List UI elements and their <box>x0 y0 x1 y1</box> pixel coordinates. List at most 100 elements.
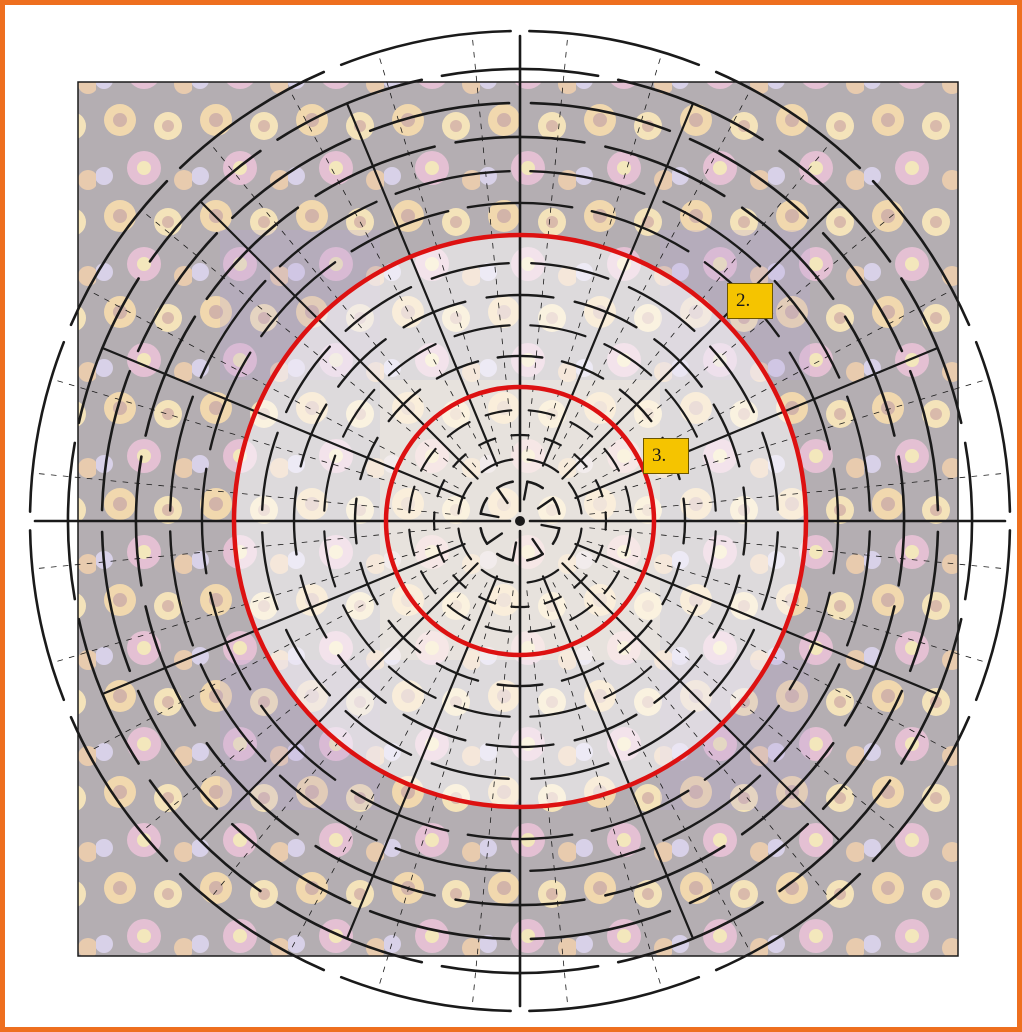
template-spoke <box>561 562 841 842</box>
template-ring-arc <box>446 604 471 621</box>
template-guide-line <box>377 587 501 991</box>
template-guide-line <box>586 540 990 664</box>
template-ring-arc <box>528 29 701 67</box>
template-ring-arc <box>199 663 267 763</box>
template-ring-arc <box>603 447 620 472</box>
template-guide-line <box>208 141 477 468</box>
template-ring-arc <box>714 70 862 170</box>
template-guide-line <box>87 289 459 489</box>
template-guide-line <box>573 209 900 478</box>
template-ring-arc <box>709 345 755 414</box>
template-ring-arc <box>69 179 169 327</box>
hub-mark <box>536 497 555 510</box>
highlight-ring-inner <box>383 384 657 658</box>
template-ring-arc <box>529 101 672 133</box>
template-ring-arc <box>603 570 620 595</box>
template-spoke <box>574 346 939 500</box>
template-guide-line <box>526 590 569 1009</box>
template-spoke <box>345 575 499 940</box>
template-ring-arc <box>624 528 632 557</box>
template-ring-arc <box>136 689 219 810</box>
template-ring-arc <box>603 665 653 699</box>
template-spoke <box>541 102 695 467</box>
template-ring-arc <box>342 388 376 438</box>
template-spoke <box>561 200 841 480</box>
template-guide-line <box>87 553 459 753</box>
template-ring-arc <box>178 70 326 170</box>
template-ring-arc <box>569 421 594 438</box>
template-ring-arc <box>908 369 940 512</box>
template-ring-arc <box>69 715 169 863</box>
template-guide-line <box>589 527 1008 570</box>
template-ring-arc <box>709 628 755 697</box>
template-spoke <box>574 542 939 696</box>
template-guide-line <box>50 540 454 664</box>
template-ring-arc <box>278 774 378 842</box>
template-ring-arc <box>688 137 809 220</box>
template-ring-arc <box>344 710 413 756</box>
template-ring-arc <box>453 324 511 338</box>
template-ring-arc <box>387 665 437 699</box>
template-ring-arc <box>339 29 512 67</box>
template-ring-arc <box>339 975 512 1013</box>
circular-template-lines <box>28 29 1012 1013</box>
template-ring-arc <box>285 345 331 414</box>
template-ring-arc <box>664 604 698 654</box>
template-ring-arc <box>387 343 437 377</box>
template-ring-arc <box>846 530 871 647</box>
template-ring-arc <box>627 710 696 756</box>
template-guide-line <box>32 527 451 570</box>
template-ring-arc <box>408 528 416 557</box>
template-ring-arc <box>484 409 513 417</box>
template-ring-arc <box>761 531 779 611</box>
template-ring-arc <box>394 847 511 872</box>
template-spoke <box>199 562 479 842</box>
template-ring-arc <box>169 395 194 512</box>
template-guide-line <box>471 590 514 1009</box>
template-ring-arc <box>344 286 413 332</box>
template-guide-line <box>377 51 501 455</box>
template-ring-arc <box>28 340 66 513</box>
highlight-rings <box>231 232 809 810</box>
template-ring-arc <box>261 431 279 511</box>
template-ring-arc <box>530 762 610 780</box>
template-ring-arc <box>261 531 279 611</box>
template-ring-arc <box>569 604 594 621</box>
template-spoke <box>199 200 479 480</box>
template-ring-arc <box>368 909 511 941</box>
template-spoke <box>541 575 695 940</box>
template-ring-arc <box>871 715 971 863</box>
template-ring-arc <box>821 232 904 353</box>
template-ring-arc <box>527 625 556 633</box>
template-ring-arc <box>530 262 610 280</box>
hub-mark <box>479 512 500 519</box>
template-ring-arc <box>342 604 376 654</box>
template-ring-arc <box>529 847 646 872</box>
template-ring-arc <box>761 431 779 511</box>
template-ring-arc <box>420 570 437 595</box>
template-ring-arc <box>627 286 696 332</box>
template-ring-arc <box>169 530 194 647</box>
template-ring-arc <box>703 530 717 588</box>
highlight-ring-outer <box>231 232 809 810</box>
template-guide-line <box>581 553 953 753</box>
template-ring-arc <box>703 454 717 512</box>
template-ring-arc <box>821 689 904 810</box>
template-ring-arc <box>529 909 672 941</box>
template-guide-line <box>589 472 1008 515</box>
ring-label-2: 2. <box>727 283 773 319</box>
template-guide-line <box>564 141 832 468</box>
template-ring-arc <box>846 395 871 512</box>
template-ring-arc <box>974 529 1012 702</box>
template-guide-line <box>140 565 467 833</box>
center-point <box>515 516 525 526</box>
hub-mark <box>511 541 518 562</box>
template-guide-line <box>573 565 900 833</box>
template-ring-arc <box>278 200 378 268</box>
template-ring-arc <box>178 872 326 972</box>
template-spoke <box>345 102 499 467</box>
template-ring-arc <box>662 200 762 268</box>
template-ring-arc <box>974 340 1012 513</box>
template-guide-line <box>539 587 663 991</box>
